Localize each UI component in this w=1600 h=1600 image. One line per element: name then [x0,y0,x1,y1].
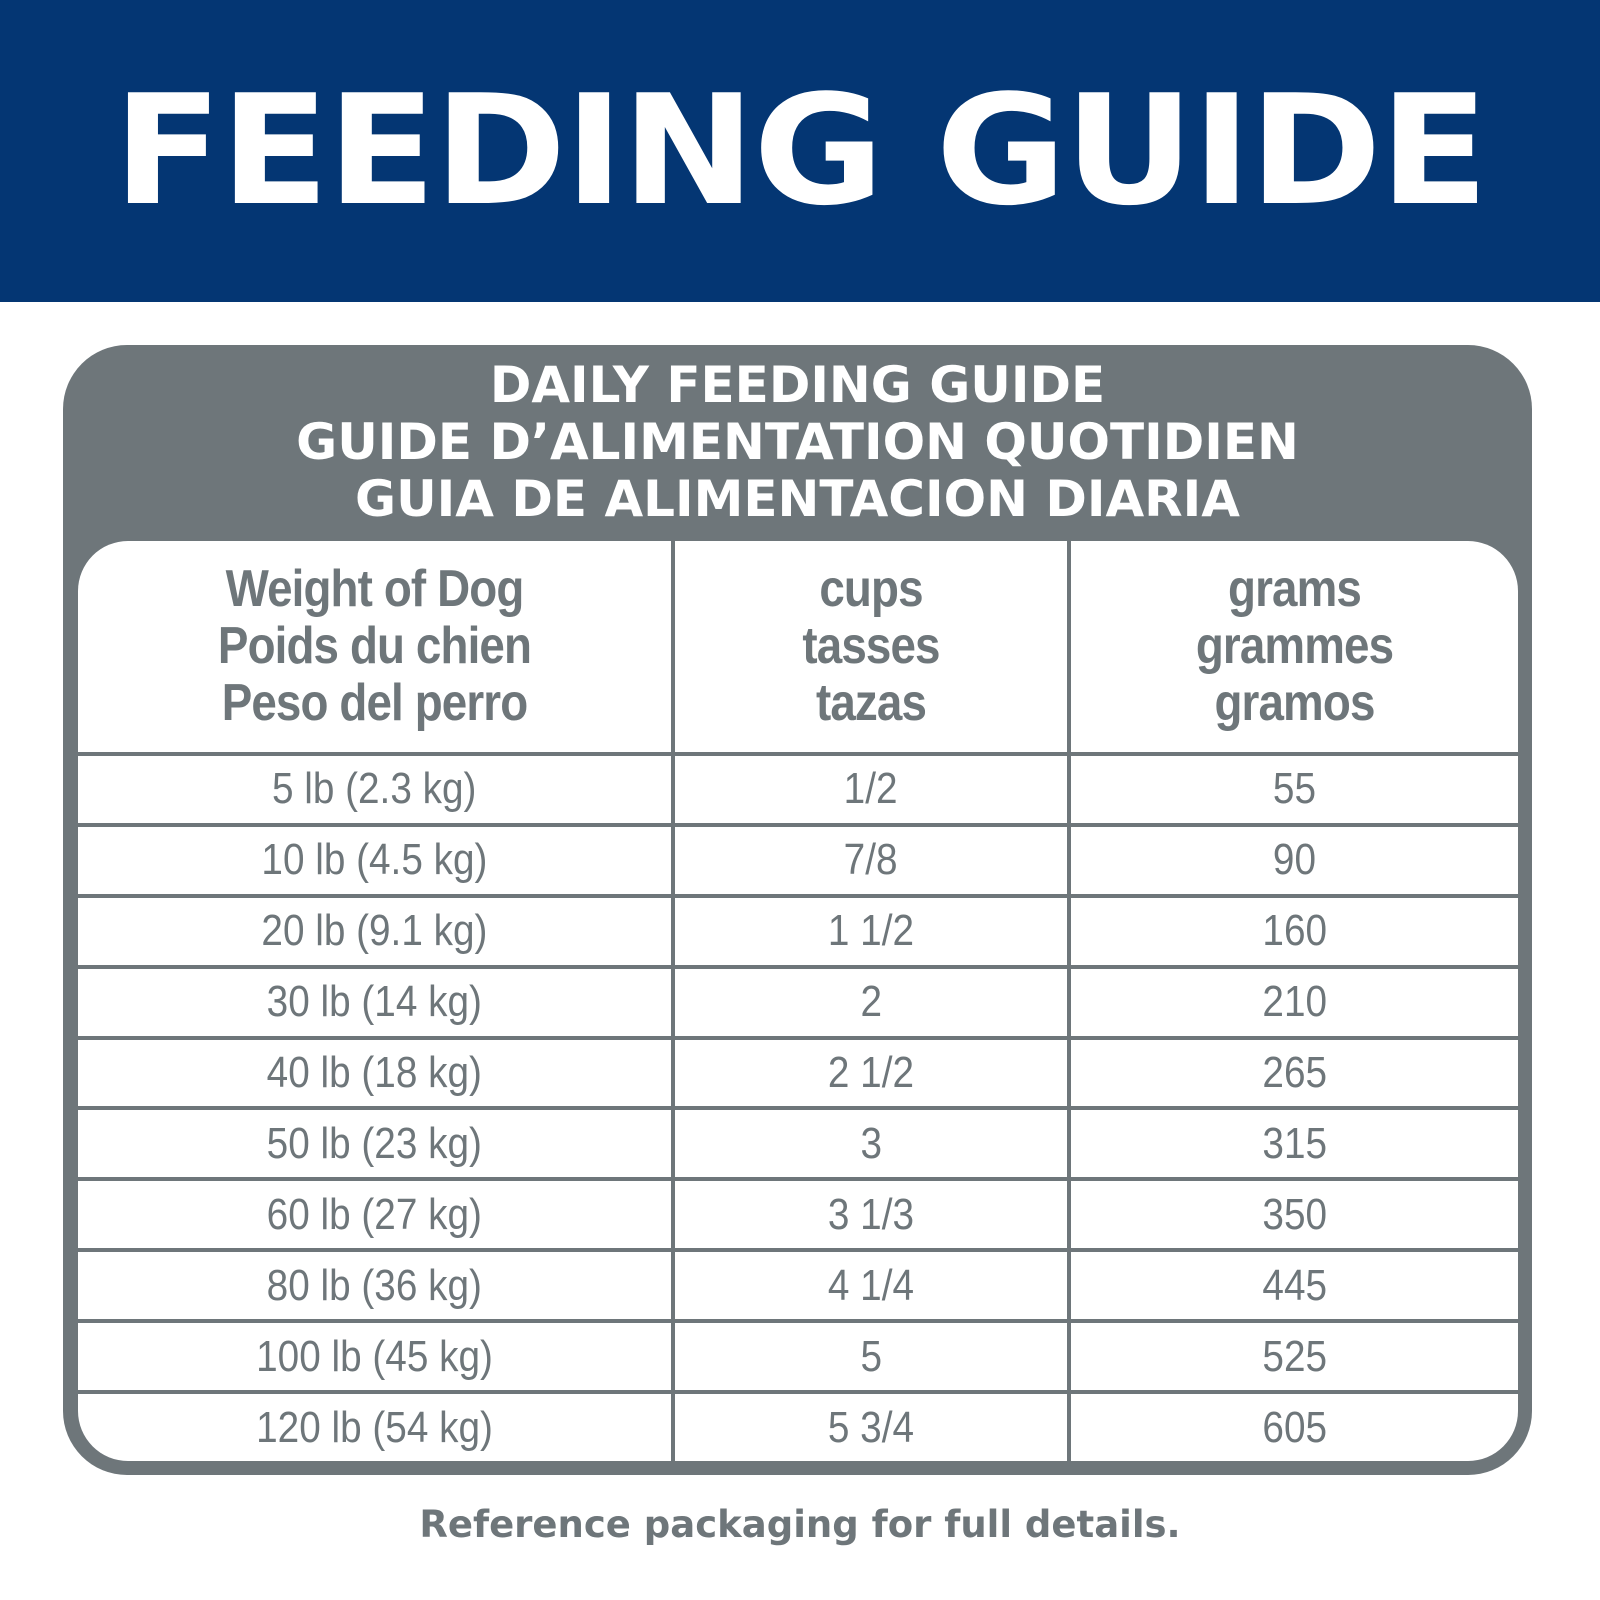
cups-value: 3 [860,1118,882,1168]
cups-value: 7/8 [844,835,898,885]
weight-value: 5 lb (2.3 kg) [272,764,477,814]
feeding-table-wrapper: Weight of Dog Poids du chien Peso del pe… [78,541,1518,1461]
table-row: 80 lb (36 kg) 4 1/4 445 [78,1248,1518,1324]
table-row: 50 lb (23 kg) 3 315 [78,1106,1518,1182]
header-weight: Weight of Dog Poids du chien Peso del pe… [78,541,675,756]
cell-cups: 4 1/4 [671,1248,1071,1324]
cell-weight: 60 lb (27 kg) [78,1177,675,1253]
weight-value: 10 lb (4.5 kg) [261,835,488,885]
table-row: 10 lb (4.5 kg) 7/8 90 [78,822,1518,898]
grams-value: 605 [1262,1402,1327,1452]
cell-grams: 605 [1067,1390,1518,1461]
header-grams: grams grammes gramos [1067,541,1518,756]
cups-value: 1 1/2 [827,906,915,956]
cell-weight: 50 lb (23 kg) [78,1106,675,1182]
weight-value: 50 lb (23 kg) [266,1118,483,1168]
table-row: 5 lb (2.3 kg) 1/2 55 [78,752,1518,827]
table-row: 30 lb (14 kg) 2 210 [78,964,1518,1040]
table-row: 100 lb (45 kg) 5 525 [78,1319,1518,1395]
cell-weight: 30 lb (14 kg) [78,964,675,1040]
panel-title-es: GUIA DE ALIMENTACION DIARIA [355,470,1240,528]
grams-value: 350 [1262,1189,1327,1239]
cell-weight: 10 lb (4.5 kg) [78,822,675,898]
weight-value: 30 lb (14 kg) [266,977,483,1027]
feeding-table: Weight of Dog Poids du chien Peso del pe… [78,541,1518,1461]
page-title: FEEDING GUIDE [113,62,1488,239]
table-row: 20 lb (9.1 kg) 1 1/2 160 [78,893,1518,969]
cell-cups: 3 1/3 [671,1177,1071,1253]
panel-title-fr: GUIDE D’ALIMENTATION QUOTIDIEN [296,413,1299,471]
cell-grams: 90 [1067,822,1518,898]
cell-grams: 55 [1067,752,1518,827]
grams-value: 210 [1262,977,1327,1027]
table-row: 120 lb (54 kg) 5 3/4 605 [78,1390,1518,1461]
panel-title-en: DAILY FEEDING GUIDE [489,356,1106,414]
grams-value: 160 [1262,906,1327,956]
cell-grams: 160 [1067,893,1518,969]
grams-value: 265 [1262,1048,1327,1097]
header-cups: cups tasses tazas [671,541,1071,756]
grams-value: 55 [1272,764,1317,814]
cell-weight: 80 lb (36 kg) [78,1248,675,1324]
feeding-guide-panel: DAILY FEEDING GUIDE GUIDE D’ALIMENTATION… [63,345,1532,1475]
footer-note: Reference packaging for full details. [419,1503,1181,1546]
cell-weight: 100 lb (45 kg) [78,1319,675,1395]
weight-value: 40 lb (18 kg) [266,1048,483,1097]
cell-grams: 265 [1067,1035,1518,1111]
cups-value: 2 1/2 [827,1048,915,1097]
cell-cups: 1/2 [671,752,1071,827]
cell-grams: 350 [1067,1177,1518,1253]
grams-value: 445 [1262,1260,1327,1310]
cell-cups: 2 [671,964,1071,1040]
cell-cups: 2 1/2 [671,1035,1071,1111]
cell-grams: 210 [1067,964,1518,1040]
table-row: 40 lb (18 kg) 2 1/2 265 [78,1035,1518,1111]
cell-grams: 315 [1067,1106,1518,1182]
panel-title: DAILY FEEDING GUIDE GUIDE D’ALIMENTATION… [63,357,1532,528]
weight-value: 120 lb (54 kg) [256,1402,493,1452]
cell-grams: 525 [1067,1319,1518,1395]
grams-value: 315 [1262,1118,1327,1168]
table-header-row: Weight of Dog Poids du chien Peso del pe… [78,541,1518,756]
cups-value: 4 1/4 [827,1260,915,1310]
cell-grams: 445 [1067,1248,1518,1324]
cups-value: 3 1/3 [827,1189,915,1239]
cups-value: 1/2 [844,764,898,814]
cups-value: 5 [860,1331,882,1381]
grams-value: 90 [1272,835,1317,885]
banner: FEEDING GUIDE [0,0,1600,302]
cell-weight: 120 lb (54 kg) [78,1390,675,1461]
table-row: 60 lb (27 kg) 3 1/3 350 [78,1177,1518,1253]
cell-cups: 1 1/2 [671,893,1071,969]
cell-cups: 5 3/4 [671,1390,1071,1461]
weight-value: 60 lb (27 kg) [266,1189,483,1239]
grams-value: 525 [1262,1331,1327,1381]
cell-weight: 40 lb (18 kg) [78,1035,675,1111]
cell-cups: 5 [671,1319,1071,1395]
weight-value: 100 lb (45 kg) [256,1331,493,1381]
cups-value: 5 3/4 [827,1402,915,1452]
cell-cups: 3 [671,1106,1071,1182]
cell-weight: 20 lb (9.1 kg) [78,893,675,969]
cups-value: 2 [860,977,882,1027]
weight-value: 20 lb (9.1 kg) [261,906,488,956]
cell-weight: 5 lb (2.3 kg) [78,752,675,827]
weight-value: 80 lb (36 kg) [266,1260,483,1310]
cell-cups: 7/8 [671,822,1071,898]
